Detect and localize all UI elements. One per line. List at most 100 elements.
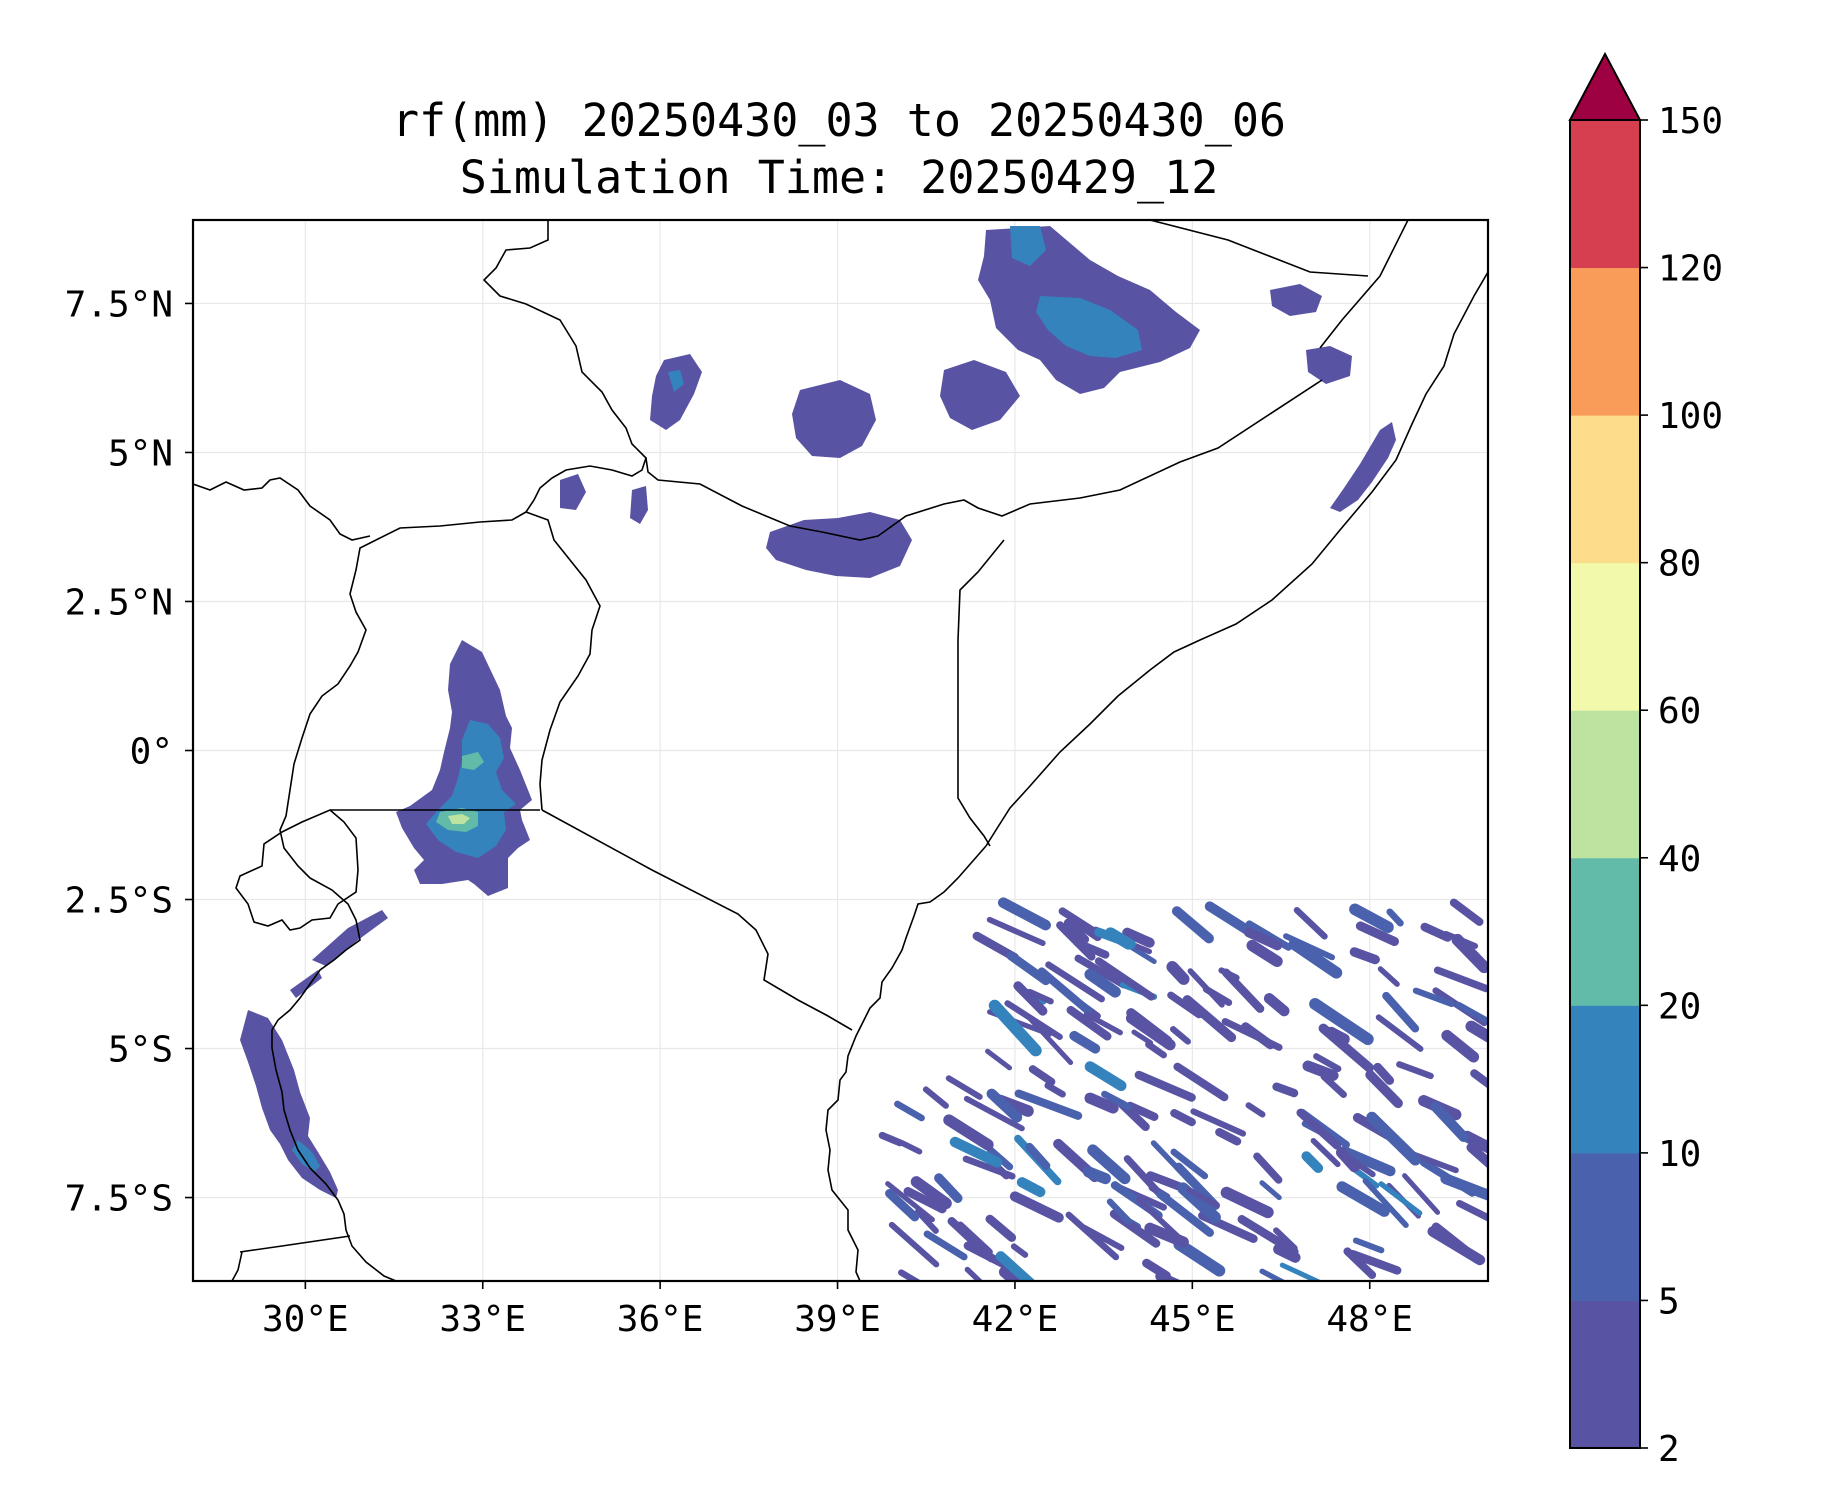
rain-streak [885,1181,935,1223]
border-sudan-ethiopia [482,220,647,513]
rain-streak [1146,1171,1183,1191]
coastlines-and-borders [193,220,1488,1281]
rain-streak [1187,968,1225,1008]
rain-streak [1170,1148,1209,1180]
border-south-sudan-ethiopia [645,379,1323,541]
rain-streak [1378,1181,1423,1216]
rain-streak [1169,1026,1191,1045]
rainfall-shading [240,226,1488,1281]
border-rwanda-burundi [235,809,359,931]
y-tick-label: 5°N [108,433,173,474]
rain-streak [949,1136,1003,1168]
colorbar-tick-label: 80 [1658,544,1701,585]
colorbar-segment [1570,1300,1640,1449]
rain-streak [1466,1142,1488,1169]
rain-streak [1101,1090,1132,1111]
rain-streak [1125,1101,1159,1121]
rain-area-lake-victoria-max [448,814,470,824]
rain-streak [1016,1177,1046,1198]
y-axis-ticks: 7.5°N 5°N 2.5°N 0° 2.5°S 5°S 7.5°S [65,284,193,1220]
rain-streak [1335,1146,1361,1173]
rain-streak [985,1214,1017,1242]
colorbar-segment [1570,562,1640,711]
rain-streak [1215,1128,1242,1146]
y-tick-label: 7.5°S [65,1179,173,1220]
x-tick-label: 48°E [1326,1299,1413,1340]
rain-streak [1338,1145,1396,1177]
colorbar-segment [1570,857,1640,1006]
rain-streak [1470,1069,1488,1089]
border-sw-corner [231,1251,243,1281]
rain-streak [1170,1109,1196,1127]
rain-streak [1246,939,1283,968]
x-tick-label: 36°E [617,1299,704,1340]
x-tick-label: 30°E [262,1299,349,1340]
border-burundi-tanzania [277,877,361,1021]
rain-area-somalia-coast [1330,422,1396,512]
x-axis-ticks: 30°E 33°E 36°E 39°E 42°E 45°E 48°E [262,1281,1413,1340]
rain-streak [1259,1268,1287,1281]
rain-streak [1004,1000,1063,1040]
rain-streak [1396,1061,1434,1080]
map-title: rf(mm) 20250430_03 to 20250430_06 [391,94,1287,147]
rain-streak [1010,1243,1029,1258]
rain-streak [1351,1165,1380,1189]
border-kenya-somalia [957,539,1005,847]
border-kenya-tanzania [541,809,853,1031]
x-tick-label: 42°E [972,1299,1059,1340]
rain-area-cell-sm-1 [560,284,1352,524]
rain-streak [1273,1243,1301,1263]
rain-streak [1063,918,1090,944]
rain-streak [1433,966,1488,993]
x-tick-label: 33°E [439,1299,526,1340]
rain-streak [945,1075,983,1100]
rain-streak [1349,947,1380,965]
rain-streak [1402,1173,1441,1215]
rain-streak [1084,1061,1127,1092]
border-uganda-drc [279,539,377,879]
rain-streak [1310,1137,1341,1168]
rain-streak [903,1186,947,1214]
rain-area-tanganyika-core [292,1140,320,1172]
rain-streak [1325,1026,1350,1045]
rain-streak [1245,920,1293,951]
rain-streak [986,916,1046,947]
rain-streak [1455,1001,1488,1024]
rain-streak [1352,1237,1385,1254]
rain-streak [1449,898,1484,926]
colorbar-tick-label: 100 [1658,396,1723,437]
rain-streak [1377,966,1400,987]
rain-streak [998,1266,1024,1281]
rain-streak [1221,1018,1283,1051]
colorbar-tick-label: 60 [1658,691,1701,732]
rain-streak [923,1230,968,1261]
rain-streak [1190,1108,1247,1137]
rain-streak [1461,1130,1488,1154]
rain-streak [1074,954,1128,989]
y-tick-label: 2.5°N [65,582,173,623]
rain-streak [1025,1142,1051,1170]
rain-streak [1045,961,1105,1003]
y-tick-label: 7.5°N [65,284,173,325]
rain-streak [1302,1060,1339,1081]
border-uganda-kenya [525,511,601,811]
rain-streak [1420,922,1452,942]
rain-streak [1366,1111,1421,1166]
rain-streak [1349,903,1394,934]
rain-streak [1044,1082,1066,1098]
rain-streak [1082,1166,1111,1185]
rain-streak [1221,968,1265,1013]
rain-streak [1080,1224,1125,1251]
rain-area-south-sudan [650,354,702,430]
colorbar-tick-label: 5 [1658,1281,1680,1322]
rain-streak [1220,1186,1274,1219]
rain-streak [1412,987,1455,1008]
rain-streak [1027,1015,1074,1066]
colorbar: 2 5 10 20 40 60 80 100 120 150 [1568,51,1723,1470]
rain-streak [1272,1082,1299,1098]
rain-streak [1084,1092,1119,1114]
colorbar-segment [1570,1005,1640,1154]
rain-streak [985,1048,1013,1071]
rain-streak [894,1100,925,1122]
